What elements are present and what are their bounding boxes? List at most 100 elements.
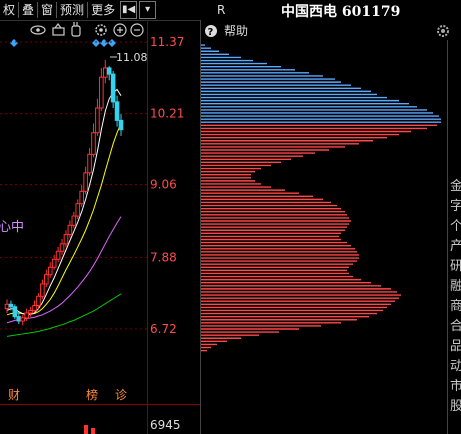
toolbar-item-window[interactable]: 窗: [41, 3, 54, 17]
toolbar-item-forecast[interactable]: 预测: [60, 3, 85, 17]
help-label[interactable]: 帮助: [224, 24, 248, 38]
candlestick[interactable]: [106, 66, 112, 81]
candlestick[interactable]: [40, 279, 45, 300]
price-axis-label: 11.37: [150, 35, 184, 49]
ma5-line: [6, 88, 122, 316]
price-axis: 11.37 10.21 9.06 7.88 6.72: [150, 35, 184, 336]
hand-icon[interactable]: [71, 22, 81, 37]
toolbar-separator: [18, 2, 20, 18]
toolbar-item-more[interactable]: 更多: [91, 3, 116, 17]
candlestick[interactable]: [87, 148, 92, 176]
sidebar-item[interactable]: 产: [450, 239, 461, 254]
candlestick[interactable]: [114, 95, 120, 127]
chip-distribution: 帮助 ?: [201, 24, 449, 352]
gear-icon[interactable]: [95, 24, 107, 36]
candlesticks[interactable]: [4, 59, 124, 326]
stock-title: 中国西电 601179: [281, 4, 401, 20]
event-label-diagnosis[interactable]: 诊: [115, 388, 127, 402]
candlestick[interactable]: [91, 123, 96, 158]
price-axis-label: 6.72: [150, 322, 177, 336]
chart-canvas: 11.37 10.21 9.06 7.88 6.72 11.08 心中 财 榜 诊 69…: [0, 20, 461, 434]
ma10-line: [6, 123, 122, 316]
volume-bar: [84, 425, 88, 434]
event-label-finance[interactable]: 财: [8, 388, 20, 402]
candlestick[interactable]: [16, 312, 22, 325]
candlestick[interactable]: [63, 230, 69, 247]
chip-bars: [201, 44, 441, 352]
sidebar-item[interactable]: 市: [450, 378, 461, 394]
diamond-marker-icon: [108, 39, 116, 47]
candlestick[interactable]: [110, 71, 116, 109]
candlestick[interactable]: [99, 67, 104, 112]
candlestick[interactable]: [83, 166, 88, 195]
candlestick[interactable]: [71, 211, 77, 229]
chart-icon-row: [10, 22, 144, 47]
candlestick[interactable]: [47, 262, 53, 278]
eye-icon[interactable]: [30, 25, 46, 35]
event-labels: 财 榜 诊: [8, 387, 127, 402]
price-axis-label: 9.06: [150, 178, 177, 192]
volume-bars: [84, 425, 95, 434]
basket-icon[interactable]: [52, 23, 65, 36]
settings-gear-icon[interactable]: [437, 25, 449, 37]
sidebar-item[interactable]: 商: [450, 299, 461, 314]
sidebar-item[interactable]: 合: [450, 319, 461, 334]
flag-icon[interactable]: ▮◀: [120, 1, 138, 19]
volume-axis-label: 6945: [150, 418, 181, 432]
candlestick[interactable]: [55, 246, 61, 263]
candlestick[interactable]: [79, 185, 84, 207]
sidebar-item[interactable]: 动: [450, 359, 461, 374]
diamond-marker-icon: [10, 39, 18, 47]
candlestick[interactable]: [67, 220, 73, 238]
help-question-icon[interactable]: ?: [205, 25, 217, 38]
sidebar-item[interactable]: 融: [450, 279, 461, 294]
toolbar-separator: [87, 2, 89, 18]
sidebar-item[interactable]: 研: [450, 259, 461, 274]
zoom-in-icon[interactable]: [113, 23, 127, 37]
price-grid: [0, 41, 147, 330]
r-label: R: [217, 3, 226, 17]
ma20-line: [6, 216, 122, 324]
candlestick[interactable]: [12, 304, 18, 320]
candlestick[interactable]: [32, 300, 37, 312]
candlestick[interactable]: [20, 314, 26, 326]
toolbar-item-rights[interactable]: 权: [3, 3, 16, 17]
sidebar-item[interactable]: 字: [450, 199, 461, 214]
chip-header: R 中国西电 601179: [200, 0, 461, 20]
candlestick[interactable]: [102, 59, 108, 84]
candlestick[interactable]: [28, 306, 33, 317]
high-price-label: 11.08: [116, 51, 148, 64]
candlestick[interactable]: [118, 114, 124, 136]
high-price-marker: 11.08: [110, 51, 148, 64]
ma60-line: [6, 293, 122, 337]
price-axis-label: 10.21: [150, 107, 184, 121]
moving-average-lines: [6, 88, 122, 337]
sidebar-item[interactable]: 金: [450, 178, 461, 194]
candlestick[interactable]: [75, 199, 81, 220]
sidebar-item[interactable]: 品: [450, 339, 461, 354]
candlestick[interactable]: [4, 299, 10, 313]
volume-bar: [91, 428, 95, 434]
diamond-marker-icon: [92, 39, 100, 47]
candlestick[interactable]: [36, 293, 41, 309]
toolbar-separator: [37, 2, 39, 18]
candlestick[interactable]: [24, 308, 29, 321]
price-axis-label: 7.88: [150, 250, 177, 264]
event-label-ranking[interactable]: 榜: [86, 387, 98, 402]
candlestick[interactable]: [44, 269, 49, 288]
zoom-out-icon[interactable]: [130, 23, 144, 37]
candlestick[interactable]: [8, 300, 14, 311]
candlestick[interactable]: [51, 254, 57, 270]
sidebar-item[interactable]: 股: [450, 399, 461, 414]
candlestick[interactable]: [95, 98, 100, 136]
candlestick[interactable]: [59, 238, 65, 255]
diamond-marker-icon: [100, 39, 108, 47]
dropdown-icon[interactable]: ▾: [139, 1, 157, 19]
toolbar-separator: [56, 2, 58, 18]
overlay-indicator-label: 心中: [0, 220, 24, 235]
chart-toolbar: 权 叠 窗 预测 更多 ▮◀ ▾: [0, 0, 200, 21]
svg-text:?: ?: [208, 27, 214, 38]
sidebar-item[interactable]: 个: [450, 219, 461, 234]
toolbar-item-overlay[interactable]: 叠: [22, 3, 35, 17]
